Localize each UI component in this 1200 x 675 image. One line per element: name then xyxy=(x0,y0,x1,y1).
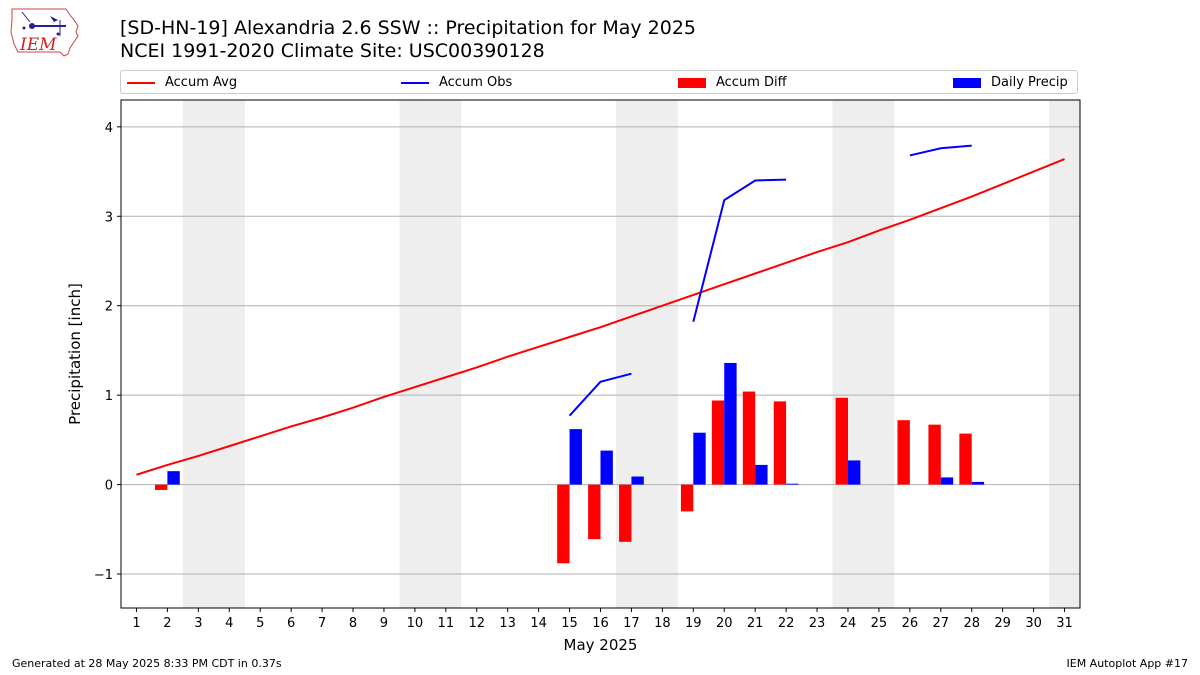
weekend-shade-band xyxy=(399,100,462,608)
accum-diff-bar xyxy=(959,433,972,485)
x-tick-label: 31 xyxy=(1056,616,1073,631)
accum-diff-bar xyxy=(557,484,570,564)
y-tick-label: 4 xyxy=(105,121,113,136)
x-tick-label: 1 xyxy=(132,616,140,631)
daily-precip-bar xyxy=(600,450,613,485)
accum-obs-line xyxy=(909,144,972,157)
y-tick-label: 0 xyxy=(105,479,113,494)
y-axis-label: Precipitation [inch] xyxy=(66,283,84,425)
x-axis-ticks: 1 2 3 4 5 6 7 8 9 10 11 12 13 14 15 16 17 18 19 20 21 22 23 24 2… xyxy=(132,608,1073,631)
legend-item-accum-avg: Accum Avg xyxy=(127,75,237,91)
accum-diff-bar xyxy=(835,397,848,485)
accum-avg-line xyxy=(136,158,1065,476)
accum-diff-bar xyxy=(711,400,725,485)
legend-swatch-accum-obs xyxy=(401,81,429,84)
x-tick-label: 28 xyxy=(963,616,980,631)
legend-swatch-accum-avg xyxy=(127,81,155,84)
x-tick-label: 12 xyxy=(468,616,485,631)
accum-diff-bar xyxy=(155,484,168,490)
legend-label-accum-avg: Accum Avg xyxy=(165,75,238,90)
legend-swatch-daily-precip xyxy=(953,77,981,88)
weekend-shade-band xyxy=(182,100,245,608)
y-axis-ticks: −1 0 1 2 3 4 xyxy=(94,121,121,583)
x-tick-label: 9 xyxy=(380,616,388,631)
x-tick-label: 3 xyxy=(194,616,202,631)
accum-obs-line xyxy=(568,372,632,417)
legend-swatch-accum-diff xyxy=(678,77,706,88)
x-axis-label: May 2025 xyxy=(564,636,638,654)
legend-item-accum-obs: Accum Obs xyxy=(401,75,512,91)
y-tick-label: −1 xyxy=(94,568,113,583)
x-tick-label: 11 xyxy=(438,616,455,631)
x-tick-label: 27 xyxy=(933,616,950,631)
x-tick-label: 10 xyxy=(407,616,424,631)
daily-precip-bar xyxy=(971,481,985,485)
x-tick-label: 5 xyxy=(256,616,264,631)
x-tick-label: 20 xyxy=(716,616,733,631)
generated-timestamp: Generated at 28 May 2025 8:33 PM CDT in … xyxy=(12,657,282,670)
x-tick-label: 7 xyxy=(318,616,326,631)
x-tick-label: 17 xyxy=(623,616,640,631)
accum-diff-bar xyxy=(680,484,694,512)
x-tick-label: 26 xyxy=(902,616,919,631)
x-tick-label: 4 xyxy=(225,616,233,631)
x-tick-label: 19 xyxy=(685,616,702,631)
y-tick-label: 3 xyxy=(105,210,113,225)
daily-precip-bar xyxy=(569,429,582,485)
daily-precip-bar xyxy=(786,483,799,485)
weekend-shade-band xyxy=(1049,100,1080,608)
accum-diff-bar xyxy=(897,420,910,485)
daily-precip-bar xyxy=(631,476,644,485)
x-tick-label: 23 xyxy=(809,616,826,631)
chart-title: [SD-HN-19] Alexandria 2.6 SSW :: Precipi… xyxy=(120,17,697,39)
daily-precip-bar xyxy=(847,460,861,485)
accum-diff-bar xyxy=(588,484,601,540)
daily-precip-bar xyxy=(940,477,954,485)
x-tick-label: 22 xyxy=(778,616,795,631)
autoplot-app-label: IEM Autoplot App #17 xyxy=(1066,657,1189,670)
weekend-shading xyxy=(182,100,1080,608)
x-tick-label: 14 xyxy=(530,616,547,631)
iem-logo: IEM xyxy=(10,8,79,57)
chart-legend: Accum Avg Accum Obs Accum Diff Daily Pre… xyxy=(120,70,1078,94)
accum-diff-bar xyxy=(773,401,787,485)
daily-precip-bar xyxy=(167,471,180,485)
accum-diff-bar xyxy=(619,484,632,542)
daily-precip-bar xyxy=(755,464,768,485)
accum-diff-bar xyxy=(742,391,756,485)
x-tick-label: 21 xyxy=(747,616,764,631)
logo-text: IEM xyxy=(19,35,57,55)
x-tick-label: 25 xyxy=(871,616,888,631)
y-tick-label: 2 xyxy=(105,300,113,315)
legend-label-accum-obs: Accum Obs xyxy=(439,75,513,90)
x-tick-label: 8 xyxy=(349,616,357,631)
iowa-state-outline xyxy=(10,8,79,57)
accum-obs-line xyxy=(692,178,787,323)
legend-item-accum-diff: Accum Diff xyxy=(678,75,787,91)
x-tick-label: 18 xyxy=(654,616,671,631)
x-tick-label: 2 xyxy=(163,616,171,631)
x-tick-label: 24 xyxy=(840,616,857,631)
daily-precip-bar xyxy=(724,362,737,485)
legend-label-daily-precip: Daily Precip xyxy=(991,75,1068,90)
bar-marks xyxy=(155,362,985,564)
x-tick-label: 16 xyxy=(592,616,609,631)
x-tick-label: 30 xyxy=(1025,616,1042,631)
chart-subtitle: NCEI 1991-2020 Climate Site: USC00390128 xyxy=(120,40,545,62)
weekend-shade-band xyxy=(832,100,895,608)
x-tick-label: 13 xyxy=(499,616,516,631)
daily-precip-bar xyxy=(693,432,706,485)
line-marks xyxy=(136,144,1065,476)
x-tick-label: 15 xyxy=(561,616,578,631)
y-tick-label: 1 xyxy=(105,389,113,404)
x-tick-label: 6 xyxy=(287,616,295,631)
legend-label-accum-diff: Accum Diff xyxy=(716,75,787,90)
legend-item-daily-precip: Daily Precip xyxy=(953,75,1068,91)
accum-diff-bar xyxy=(928,424,941,485)
y-gridlines xyxy=(121,126,1080,575)
x-tick-label: 29 xyxy=(994,616,1011,631)
